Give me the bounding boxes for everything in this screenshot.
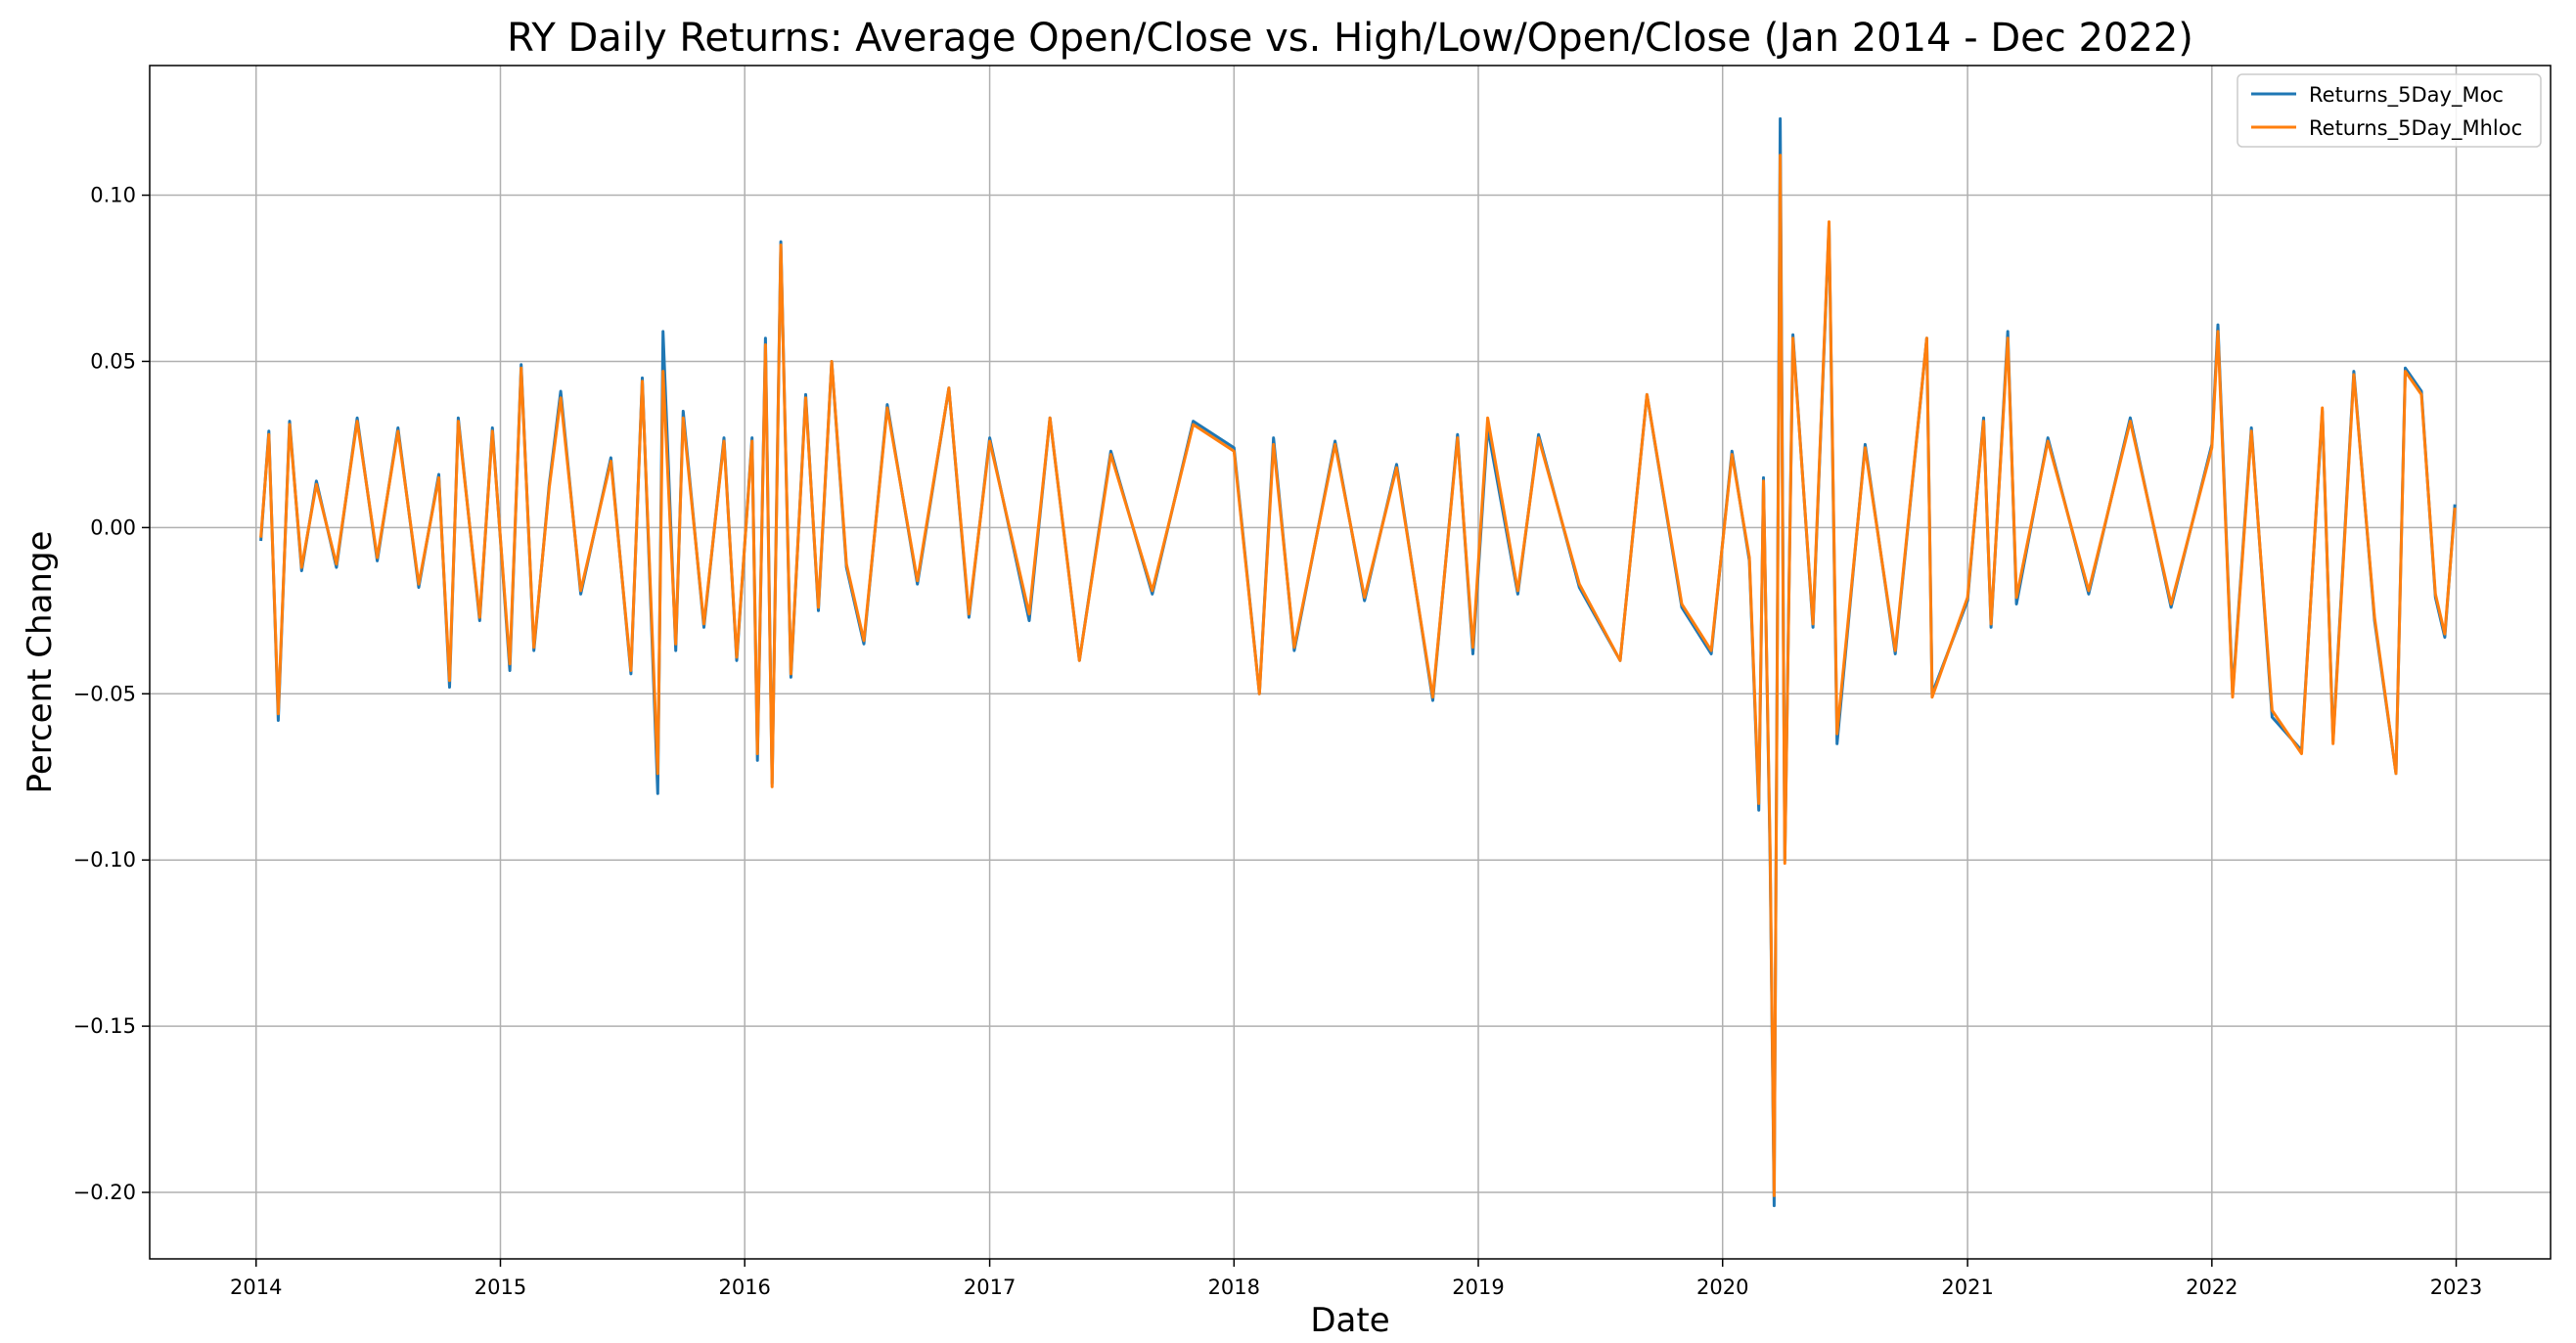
- y-tick-label: 0.10: [90, 184, 136, 207]
- legend: Returns_5Day_Moc Returns_5Day_Mhloc: [2237, 73, 2542, 148]
- plot-frame: [149, 65, 2552, 1260]
- y-tick-label: 0.00: [90, 515, 136, 539]
- chart-title: RY Daily Returns: Average Open/Close vs.…: [507, 16, 2193, 61]
- series-layer: [259, 116, 2457, 1208]
- y-tick-label: −0.15: [73, 1014, 136, 1038]
- x-tick-label: 2022: [2186, 1276, 2237, 1299]
- y-axis-ticks: −0.20 −0.15 −0.10 −0.05 0.00 0.05 0.10: [73, 184, 150, 1204]
- x-tick-label: 2014: [230, 1276, 282, 1299]
- series-line-mhloc: [259, 154, 2457, 1197]
- x-tick-label: 2020: [1696, 1276, 1748, 1299]
- x-tick-label: 2015: [475, 1276, 526, 1299]
- y-tick-label: −0.20: [73, 1181, 136, 1204]
- x-axis-ticks: 2014 2015 2016 2017 2018 2019 2020 2021 2022 2023: [230, 1259, 2482, 1299]
- legend-label-mhloc: Returns_5Day_Mhloc: [2309, 116, 2522, 141]
- grid-lines: [150, 66, 2551, 1259]
- x-tick-label: 2021: [1941, 1276, 1993, 1299]
- x-tick-label: 2018: [1208, 1276, 1260, 1299]
- x-tick-label: 2016: [718, 1276, 770, 1299]
- x-tick-label: 2017: [964, 1276, 1016, 1299]
- y-tick-label: −0.10: [73, 848, 136, 872]
- x-axis-label: Date: [1310, 1301, 1389, 1340]
- y-axis-label: Percent Change: [21, 531, 60, 794]
- x-tick-label: 2023: [2430, 1276, 2482, 1299]
- y-tick-label: 0.05: [90, 349, 136, 373]
- y-tick-label: −0.05: [73, 682, 136, 705]
- legend-box: [2237, 73, 2542, 148]
- legend-label-moc: Returns_5Day_Moc: [2309, 83, 2504, 108]
- x-tick-label: 2019: [1452, 1276, 1504, 1299]
